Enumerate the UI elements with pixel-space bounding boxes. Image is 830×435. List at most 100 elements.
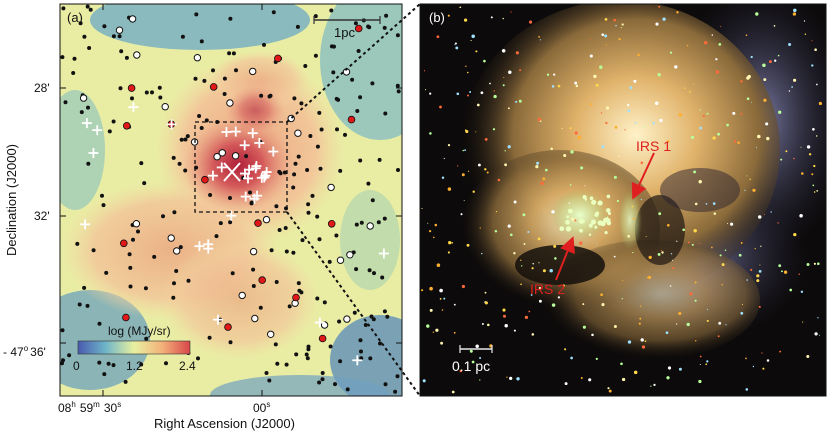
star bbox=[675, 323, 678, 325]
star bbox=[666, 140, 670, 143]
star bbox=[520, 283, 522, 286]
star bbox=[580, 377, 583, 379]
cluster-star bbox=[591, 199, 597, 205]
source-cross bbox=[247, 128, 258, 139]
star bbox=[694, 340, 697, 342]
star bbox=[604, 34, 608, 38]
star bbox=[513, 200, 517, 204]
star bbox=[755, 12, 759, 16]
star bbox=[746, 76, 750, 80]
star bbox=[806, 145, 811, 149]
star bbox=[423, 70, 426, 72]
star bbox=[779, 350, 782, 353]
star bbox=[564, 382, 568, 386]
cluster-star bbox=[569, 209, 573, 213]
star bbox=[434, 223, 438, 227]
star bbox=[803, 20, 806, 22]
source-dot bbox=[123, 379, 128, 384]
source-dot bbox=[359, 349, 363, 354]
source-dot bbox=[100, 193, 104, 198]
cluster-star bbox=[565, 219, 570, 225]
star bbox=[699, 355, 702, 358]
source-dot bbox=[296, 281, 301, 286]
source-dot bbox=[296, 154, 301, 159]
star bbox=[638, 322, 641, 325]
source-dot bbox=[355, 109, 360, 113]
source-dot bbox=[139, 362, 144, 367]
y-tick-32: 32' bbox=[34, 209, 50, 223]
source-dot bbox=[107, 129, 112, 134]
cluster-star bbox=[579, 228, 583, 233]
source-dot bbox=[372, 271, 376, 276]
star bbox=[640, 161, 644, 165]
stars bbox=[421, 5, 823, 394]
source-cross bbox=[194, 241, 205, 252]
source-dot bbox=[313, 14, 318, 19]
source-dot bbox=[234, 68, 238, 73]
star bbox=[648, 255, 652, 260]
star bbox=[600, 112, 603, 114]
star bbox=[469, 91, 472, 93]
star bbox=[673, 171, 675, 173]
scale-bar-a: 1pc bbox=[313, 16, 381, 40]
source-red-circle bbox=[127, 84, 136, 92]
source-dot bbox=[358, 158, 363, 163]
star bbox=[494, 229, 498, 233]
star bbox=[447, 251, 450, 254]
source-dot bbox=[371, 317, 376, 322]
star bbox=[718, 43, 722, 46]
star bbox=[589, 54, 593, 58]
star bbox=[706, 360, 709, 363]
star bbox=[678, 113, 683, 117]
star bbox=[513, 329, 516, 332]
star bbox=[744, 189, 746, 192]
star bbox=[791, 86, 793, 88]
source-dot bbox=[104, 270, 109, 275]
star bbox=[520, 259, 522, 261]
source-cross bbox=[128, 102, 139, 113]
star bbox=[740, 241, 743, 244]
star bbox=[501, 49, 506, 53]
source-dot bbox=[376, 220, 381, 225]
star bbox=[752, 188, 756, 192]
star bbox=[687, 241, 690, 244]
star bbox=[706, 308, 709, 310]
star bbox=[624, 129, 626, 131]
star bbox=[439, 105, 442, 109]
source-dot bbox=[157, 85, 162, 90]
star bbox=[806, 263, 810, 266]
star bbox=[537, 117, 542, 122]
star bbox=[490, 16, 493, 19]
star bbox=[484, 301, 488, 305]
star bbox=[665, 331, 669, 335]
panel-b-image bbox=[420, 4, 826, 396]
star bbox=[448, 241, 452, 245]
source-dot bbox=[85, 303, 90, 308]
star bbox=[793, 157, 795, 160]
star bbox=[599, 65, 603, 69]
star bbox=[428, 229, 432, 233]
source-dot bbox=[79, 110, 84, 115]
source-red-circle bbox=[327, 220, 336, 228]
cluster-star bbox=[566, 215, 570, 219]
source-dot bbox=[185, 134, 190, 139]
star bbox=[509, 376, 513, 381]
source-dot bbox=[222, 92, 227, 96]
star bbox=[421, 289, 424, 292]
source-dot bbox=[199, 39, 204, 44]
source-dot bbox=[77, 302, 82, 307]
source-open-circle bbox=[173, 247, 181, 255]
star bbox=[759, 264, 761, 266]
star bbox=[493, 94, 497, 99]
star bbox=[605, 44, 607, 46]
star bbox=[661, 251, 664, 254]
source-open-circle bbox=[226, 99, 234, 107]
star bbox=[712, 202, 716, 205]
source-dot bbox=[161, 214, 165, 219]
source-dot bbox=[306, 202, 311, 207]
source-dot bbox=[183, 137, 188, 142]
star bbox=[578, 81, 580, 83]
source-dot bbox=[334, 233, 339, 238]
star bbox=[595, 83, 599, 87]
source-dot bbox=[180, 34, 185, 39]
